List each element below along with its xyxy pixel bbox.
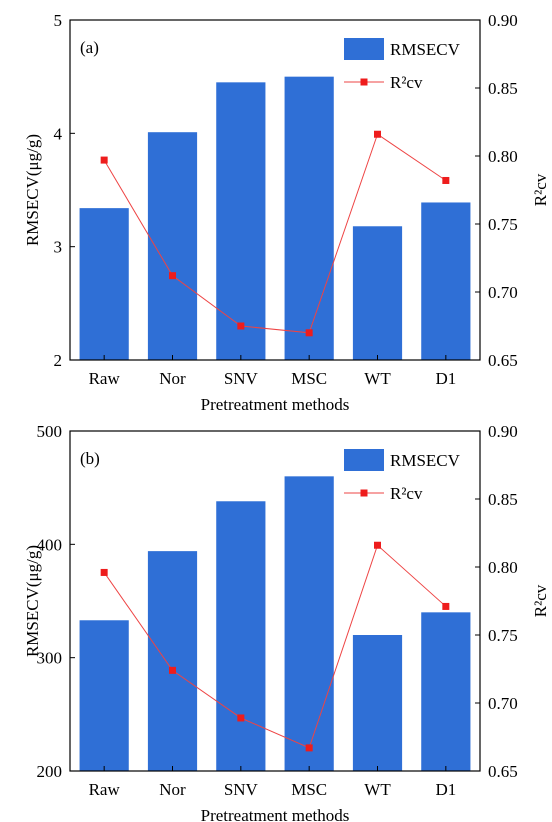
panel-label: (a) — [80, 38, 99, 57]
r2cv-line — [103, 133, 447, 334]
y2-axis-title: R²cv — [531, 173, 550, 206]
legend-marker-r2cv — [360, 78, 368, 86]
x-tick-label: D1 — [435, 369, 456, 388]
r2cv-point-wt — [374, 130, 381, 138]
r2cv-point-msc — [305, 329, 313, 337]
bar-snv — [216, 82, 266, 360]
x-tick-label: MSC — [291, 780, 327, 799]
r2cv-point-d1 — [442, 602, 450, 610]
bar-d1 — [421, 202, 471, 360]
x-tick-label: SNV — [224, 369, 259, 388]
y2-tick-label: 0.85 — [488, 79, 518, 98]
x-axis-title: Pretreatment methods — [201, 395, 350, 411]
y2-tick-label: 0.80 — [488, 147, 518, 166]
bar-msc — [284, 76, 334, 361]
plot-frame — [69, 430, 481, 772]
x-tick-label: Raw — [89, 780, 121, 799]
panel-label: (b) — [80, 449, 100, 468]
y2-tick-label: 0.85 — [488, 490, 518, 509]
y2-tick-label: 0.90 — [488, 422, 518, 441]
bar-wt — [352, 635, 403, 771]
y2-axis-title: R²cv — [531, 584, 550, 617]
r2cv-point-nor — [169, 666, 176, 674]
bar-nor — [147, 551, 198, 771]
y2-tick-label: 0.70 — [488, 694, 518, 713]
y-axis-title: RMSECV(μg/g) — [23, 134, 42, 246]
legend-swatch-rmsecv — [344, 449, 384, 471]
r2cv-point-raw — [100, 156, 108, 164]
bar-nor — [147, 132, 198, 360]
legend-label-rmsecv: RMSECV — [390, 40, 461, 59]
legend-marker-r2cv — [360, 489, 368, 497]
bar-d1 — [421, 612, 471, 771]
r2cv-point-msc — [305, 744, 313, 752]
plot-frame — [69, 19, 481, 361]
bar-wt — [352, 226, 403, 360]
legend-label-rmsecv: RMSECV — [390, 451, 461, 470]
y2-tick-label: 0.80 — [488, 558, 518, 577]
r2cv-line — [103, 544, 447, 749]
r2cv-point-wt — [374, 541, 381, 549]
y-tick-label: 300 — [37, 649, 63, 668]
y-tick-label: 400 — [37, 535, 63, 554]
y2-tick-label: 0.65 — [488, 762, 518, 781]
y-tick-label: 200 — [37, 762, 63, 781]
y2-tick-label: 0.90 — [488, 11, 518, 30]
r2cv-point-snv — [237, 714, 245, 722]
x-tick-label: Nor — [159, 369, 186, 388]
r2cv-point-raw — [100, 568, 108, 576]
bar-raw — [79, 620, 129, 771]
x-tick-label: SNV — [224, 780, 259, 799]
y-tick-label: 2 — [54, 351, 63, 370]
x-tick-label: WT — [364, 369, 391, 388]
y2-tick-label: 0.75 — [488, 626, 518, 645]
chart-b: 200 300 400 500 0.65 0.70 0.75 0.80 0.85 0.90 Raw N… — [23, 422, 550, 822]
x-tick-label: MSC — [291, 369, 327, 388]
x-tick-label: Nor — [159, 780, 186, 799]
y-tick-label: 500 — [37, 422, 63, 441]
y-axis-title: RMSECV(μg/g) — [23, 545, 42, 657]
y-tick-label: 4 — [54, 124, 63, 143]
chart-a: 2 3 4 5 0.65 0.70 0.75 0.80 0.85 0.90 Raw Nor SNV MSC… — [23, 11, 550, 411]
r2cv-point-nor — [169, 272, 176, 280]
bar-snv — [216, 501, 266, 771]
x-tick-label: WT — [364, 780, 391, 799]
y2-tick-label: 0.75 — [488, 215, 518, 234]
legend-label-r2cv: R²cv — [390, 73, 423, 92]
y-tick-label: 3 — [54, 238, 63, 257]
bar-msc — [284, 476, 334, 771]
r2cv-point-d1 — [442, 176, 450, 184]
y2-tick-label: 0.70 — [488, 283, 518, 302]
legend-label-r2cv: R²cv — [390, 484, 423, 503]
x-tick-label: Raw — [89, 369, 121, 388]
x-tick-label: D1 — [435, 780, 456, 799]
y-tick-label: 5 — [54, 11, 63, 30]
r2cv-point-snv — [237, 322, 245, 330]
legend-swatch-rmsecv — [344, 38, 384, 60]
y2-tick-label: 0.65 — [488, 351, 518, 370]
x-axis-title: Pretreatment methods — [201, 806, 350, 822]
bar-raw — [79, 208, 129, 360]
